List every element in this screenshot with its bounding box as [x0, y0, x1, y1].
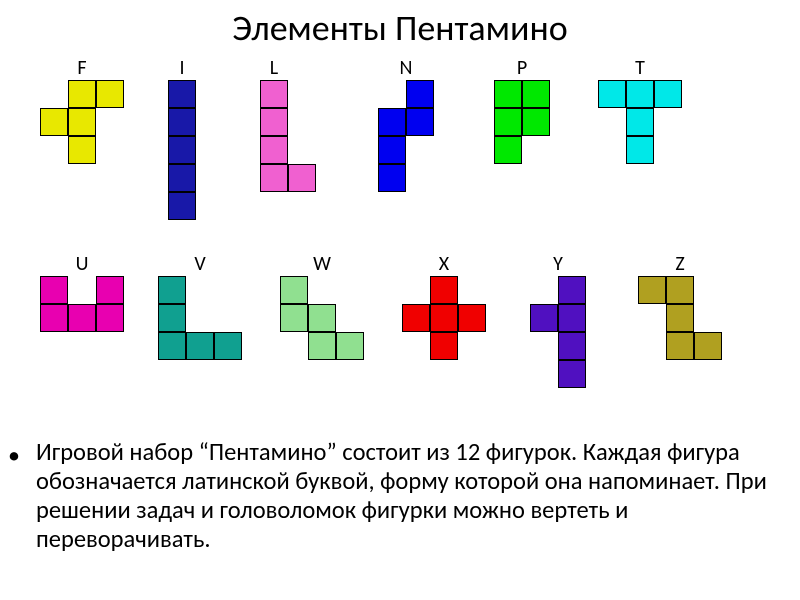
pentomino-cell — [402, 304, 430, 332]
pentomino-label-T: T — [625, 56, 655, 80]
pentomino-label-V: V — [185, 252, 215, 276]
pentomino-cell — [96, 276, 124, 304]
description-text: • Игровой набор “Пентамино” состоит из 1… — [0, 432, 800, 554]
pentomino-cell — [494, 136, 522, 164]
pentomino-cell — [654, 80, 682, 108]
pentomino-cell — [666, 276, 694, 304]
pentomino-label-N: N — [391, 56, 421, 80]
pentomino-cell — [430, 332, 458, 360]
pentomino-cell — [96, 304, 124, 332]
pentomino-cell — [168, 192, 196, 220]
pentomino-cell — [530, 304, 558, 332]
pentomino-label-P: P — [507, 56, 537, 80]
pentomino-cell — [458, 304, 486, 332]
pentomino-cell — [666, 304, 694, 332]
pentomino-cell — [186, 332, 214, 360]
pentomino-cell — [694, 332, 722, 360]
pentomino-cell — [68, 108, 96, 136]
pentomino-cell — [158, 332, 186, 360]
pentomino-cell — [406, 80, 434, 108]
description-content: Игровой набор “Пентамино” состоит из 12 … — [36, 437, 767, 554]
pentomino-label-Z: Z — [665, 252, 695, 276]
pentomino-label-F: F — [67, 56, 97, 80]
pentomino-cell — [598, 80, 626, 108]
pentomino-cell — [378, 164, 406, 192]
pentomino-cell — [168, 108, 196, 136]
pentomino-cell — [158, 276, 186, 304]
pentomino-cell — [260, 164, 288, 192]
pentomino-label-U: U — [67, 252, 97, 276]
pentomino-cell — [626, 108, 654, 136]
pentomino-cell — [494, 108, 522, 136]
pentomino-cell — [260, 108, 288, 136]
pentomino-cell — [168, 80, 196, 108]
pentomino-cell — [522, 108, 550, 136]
pentomino-cell — [158, 304, 186, 332]
pentomino-cell — [558, 332, 586, 360]
pentomino-label-X: X — [429, 252, 459, 276]
pentomino-cell — [666, 332, 694, 360]
pentomino-cell — [40, 276, 68, 304]
pentomino-cell — [558, 360, 586, 388]
pentomino-cell — [168, 136, 196, 164]
pentomino-cell — [558, 276, 586, 304]
pentomino-cell — [558, 304, 586, 332]
pentomino-cell — [40, 304, 68, 332]
pentomino-cell — [308, 304, 336, 332]
pentomino-label-I: I — [167, 56, 197, 80]
pentomino-label-L: L — [259, 56, 289, 80]
bullet-icon: • — [8, 442, 20, 470]
pentomino-cell — [378, 108, 406, 136]
pentomino-cell — [336, 332, 364, 360]
pentomino-cell — [280, 276, 308, 304]
pentomino-cell — [378, 136, 406, 164]
pentomino-cell — [68, 304, 96, 332]
pentomino-diagram: F I L N P T U V W X Y Z — [0, 52, 800, 432]
pentomino-cell — [430, 276, 458, 304]
pentomino-cell — [260, 80, 288, 108]
pentomino-cell — [626, 80, 654, 108]
pentomino-cell — [96, 80, 124, 108]
pentomino-cell — [522, 80, 550, 108]
pentomino-cell — [638, 276, 666, 304]
pentomino-cell — [214, 332, 242, 360]
pentomino-cell — [40, 108, 68, 136]
pentomino-cell — [626, 136, 654, 164]
pentomino-label-W: W — [307, 252, 337, 276]
pentomino-cell — [308, 332, 336, 360]
pentomino-cell — [280, 304, 308, 332]
pentomino-label-Y: Y — [543, 252, 573, 276]
page-title: Элементы Пентамино — [0, 0, 800, 52]
pentomino-cell — [68, 80, 96, 108]
pentomino-cell — [494, 80, 522, 108]
pentomino-cell — [260, 136, 288, 164]
pentomino-cell — [168, 164, 196, 192]
pentomino-cell — [288, 164, 316, 192]
pentomino-cell — [406, 108, 434, 136]
pentomino-cell — [430, 304, 458, 332]
pentomino-cell — [68, 136, 96, 164]
